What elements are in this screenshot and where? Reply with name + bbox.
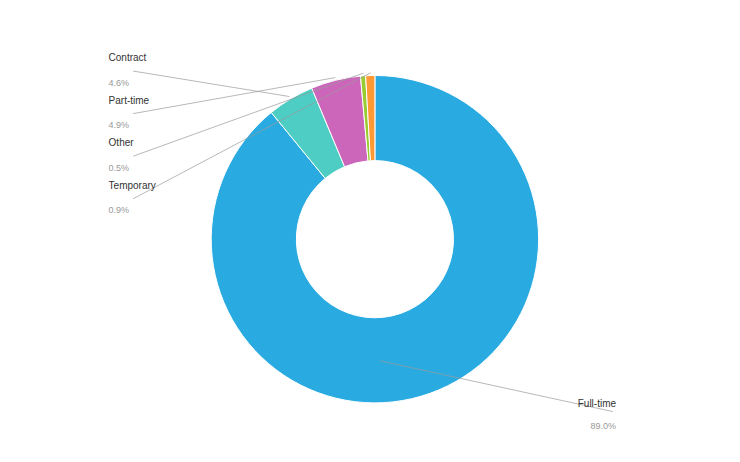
svg-text:0.5%: 0.5% (109, 163, 130, 173)
svg-text:Part-time: Part-time (109, 95, 150, 106)
svg-text:Contract: Contract (109, 52, 147, 63)
svg-text:Other: Other (109, 137, 135, 148)
svg-text:Temporary: Temporary (109, 180, 156, 191)
svg-text:Full-time: Full-time (578, 398, 617, 409)
svg-text:4.6%: 4.6% (109, 78, 130, 88)
svg-text:89.0%: 89.0% (591, 421, 617, 431)
svg-text:4.9%: 4.9% (109, 120, 130, 130)
svg-text:0.9%: 0.9% (109, 205, 130, 215)
